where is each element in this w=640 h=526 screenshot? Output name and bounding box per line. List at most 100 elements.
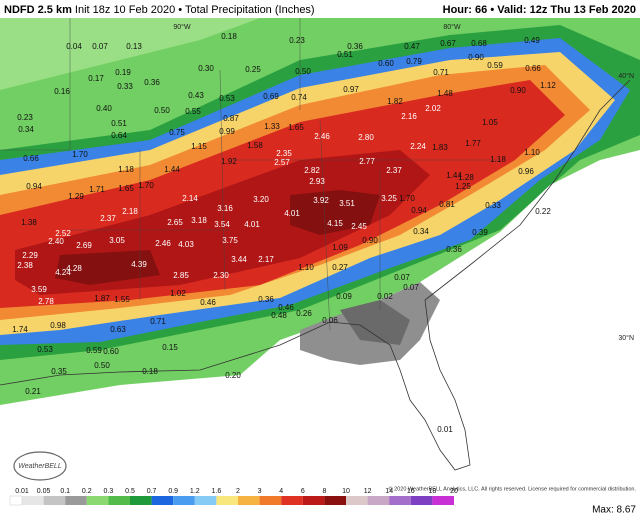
value-label: 4.01: [244, 220, 260, 229]
value-label: 0.23: [17, 113, 33, 122]
legend-tick-label: 1.6: [212, 488, 222, 495]
value-label: 1.18: [490, 155, 506, 164]
value-label: 1.65: [118, 184, 134, 193]
legend-swatch: [346, 496, 368, 505]
value-label: 0.09: [336, 292, 352, 301]
value-label: 0.51: [111, 119, 127, 128]
value-label: 0.23: [289, 36, 305, 45]
value-label: 0.74: [291, 93, 307, 102]
legend-tick-label: 1.2: [190, 488, 200, 495]
value-label: 2.14: [182, 194, 198, 203]
value-label: 1.29: [68, 192, 84, 201]
value-label: 1.58: [247, 141, 263, 150]
value-label: 2.69: [76, 241, 92, 250]
coastline: [329, 299, 471, 471]
value-label: 0.01: [437, 425, 453, 434]
logo-ring: [13, 451, 67, 481]
legend-tick-label: 0.5: [125, 488, 135, 495]
value-label: 0.33: [485, 201, 501, 210]
value-label: 2.93: [309, 177, 325, 186]
value-label: 1.70: [399, 194, 415, 203]
band-pale: [0, 18, 260, 90]
value-label: 3.44: [231, 255, 247, 264]
value-label: 2.37: [100, 214, 116, 223]
legend-tick-label: 0.05: [37, 488, 51, 495]
value-label: 2.29: [22, 251, 38, 260]
header-title: NDFD 2.5 km: [4, 4, 72, 16]
value-label: 0.53: [219, 94, 235, 103]
value-label: 0.49: [524, 36, 540, 45]
value-label: 0.59: [86, 346, 102, 355]
value-label: 0.18: [142, 367, 158, 376]
value-label: 0.04: [66, 42, 82, 51]
legend-tick-label: 18: [429, 488, 437, 495]
value-label: 0.46: [200, 298, 216, 307]
value-label: 3.75: [222, 236, 238, 245]
value-label: 0.21: [25, 387, 41, 396]
value-label: 0.07: [92, 42, 108, 51]
legend-swatch: [151, 496, 174, 505]
value-label: 0.06: [322, 316, 338, 325]
legend-tick-label: 0.3: [104, 488, 114, 495]
legend-tick-label: 6: [301, 488, 305, 495]
value-label: 0.66: [525, 64, 541, 73]
value-label: 1.71: [89, 185, 105, 194]
value-label: 0.71: [433, 68, 449, 77]
value-label: 0.33: [117, 82, 133, 91]
value-label: 1.12: [540, 81, 556, 90]
value-label: 0.13: [126, 42, 142, 51]
value-label: 3.16: [217, 204, 233, 213]
value-label: 0.34: [18, 125, 34, 134]
coastline: [0, 321, 331, 386]
value-label: 0.36: [144, 78, 160, 87]
value-label: 1.48: [437, 89, 453, 98]
value-label: 0.60: [378, 59, 394, 68]
legend-tick-label: 2: [236, 488, 240, 495]
value-label: 1.87: [94, 294, 110, 303]
value-label: 0.53: [37, 345, 53, 354]
value-label: 1.92: [221, 157, 237, 166]
value-label: 1.28: [458, 173, 474, 182]
header-right: Hour: 66 • Valid: 12z Thu 13 Feb 2020: [443, 4, 636, 16]
legend-tick-label: 0.9: [168, 488, 178, 495]
value-label: 0.27: [332, 263, 348, 272]
band-dark-gray: [340, 300, 410, 345]
legend-tick-label: 4: [279, 488, 283, 495]
value-label: 0.64: [111, 131, 127, 140]
value-label: 0.36: [446, 245, 462, 254]
grid-label: 90°W: [173, 23, 191, 31]
value-label: 1.18: [118, 165, 134, 174]
legend-swatch: [22, 496, 44, 505]
value-label: 2.30: [213, 271, 229, 280]
value-label: 1.25: [455, 182, 471, 191]
value-label: 4.15: [327, 219, 343, 228]
value-label: 2.24: [410, 142, 426, 151]
value-label: 3.54: [214, 220, 230, 229]
grid-label: 40°N: [618, 72, 634, 80]
value-label: 0.50: [295, 67, 311, 76]
value-label: 2.18: [122, 207, 138, 216]
value-label: 0.36: [347, 42, 363, 51]
value-label: 3.51: [339, 199, 355, 208]
value-label: 0.25: [245, 65, 261, 74]
value-label: 0.18: [221, 32, 237, 41]
legend-tick-label: 8: [322, 488, 326, 495]
value-label: 2.77: [359, 157, 375, 166]
value-label: 0.50: [94, 361, 110, 370]
value-label: 2.52: [55, 229, 71, 238]
value-label: 2.65: [167, 218, 183, 227]
legend-tick-label: 3: [258, 488, 262, 495]
legend-swatch: [281, 496, 303, 505]
legend-swatch: [43, 496, 66, 505]
value-label: 2.45: [351, 222, 367, 231]
value-label: 0.94: [411, 206, 427, 215]
value-label: 0.46: [278, 303, 294, 312]
logo: WeatherBELL: [13, 451, 67, 481]
value-label: 3.20: [253, 195, 269, 204]
header-bar: [0, 0, 640, 18]
value-label: 1.05: [482, 118, 498, 127]
state-borders: [0, 18, 500, 331]
legend-swatch: [130, 496, 152, 505]
value-label: 2.02: [425, 104, 441, 113]
value-label: 2.85: [173, 271, 189, 280]
